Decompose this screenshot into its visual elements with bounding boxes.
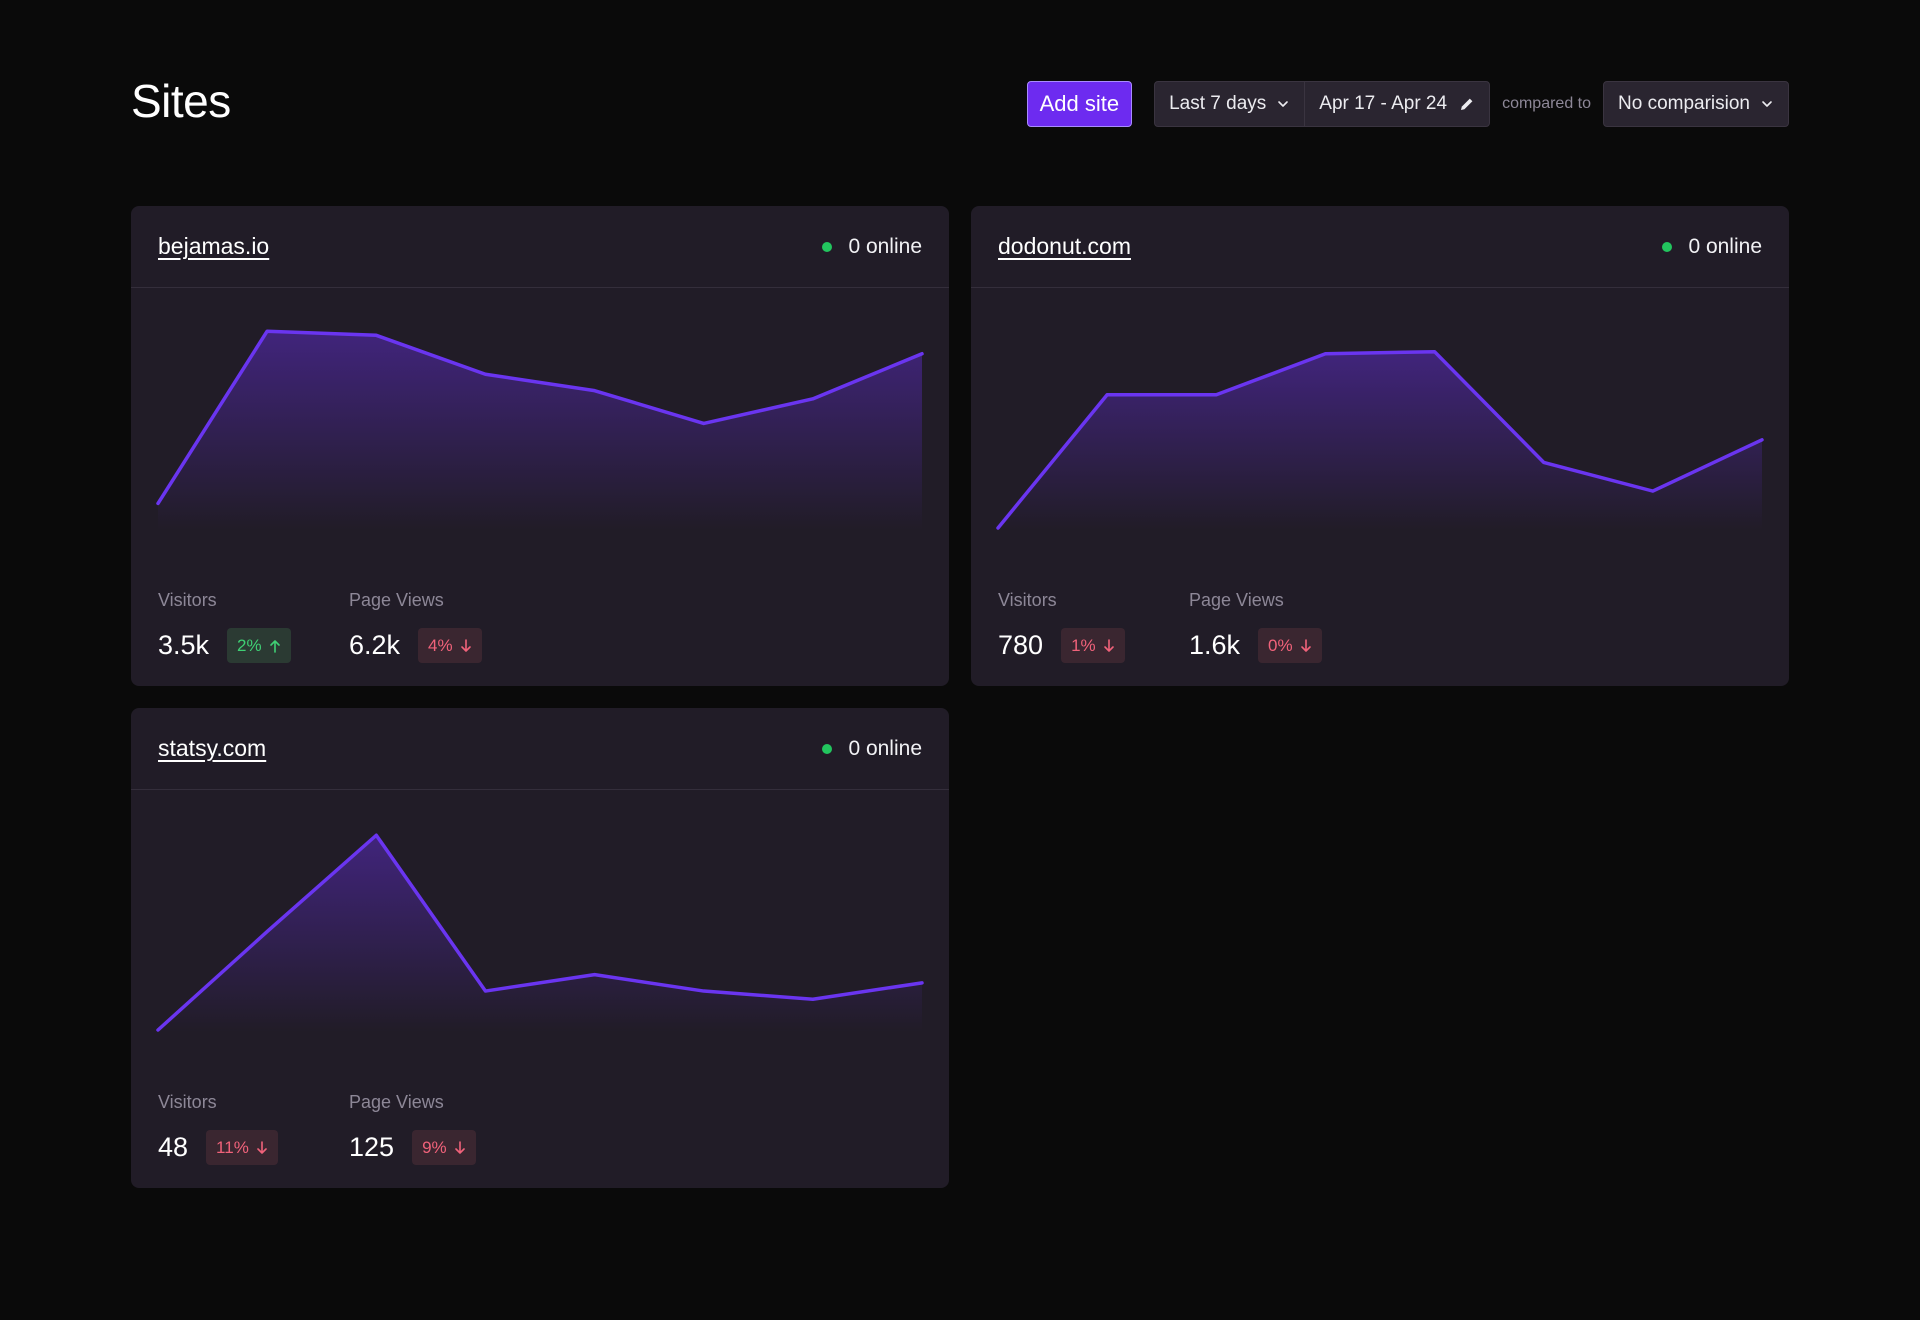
visitors-label: Visitors bbox=[158, 1092, 217, 1112]
online-dot-icon bbox=[822, 241, 833, 252]
visitors-stat: Visitors 780 1% bbox=[998, 590, 1189, 663]
period-label: Last 7 days bbox=[1169, 92, 1267, 114]
visitors-area-chart bbox=[156, 833, 924, 1032]
site-link[interactable]: dodonut.com bbox=[998, 233, 1131, 259]
visitors-change: 1% bbox=[1071, 635, 1096, 655]
trend-arrow-icon bbox=[1103, 638, 1114, 652]
site-card: bejamas.io 0 online Visitors 3.5k 2% Pag… bbox=[131, 206, 949, 686]
chevron-down-icon bbox=[1278, 100, 1289, 107]
visitors-change-badge: 1% bbox=[1061, 628, 1125, 663]
online-dot-icon bbox=[1662, 241, 1673, 252]
pageviews-stat: Page Views 6.2k 4% bbox=[349, 590, 540, 663]
visitors-area-chart bbox=[156, 329, 924, 530]
page-title: Sites bbox=[131, 75, 231, 127]
online-count: 0 online bbox=[1688, 234, 1762, 258]
online-dot-icon bbox=[822, 743, 833, 754]
site-link[interactable]: statsy.com bbox=[158, 735, 267, 761]
pageviews-label: Page Views bbox=[349, 1092, 444, 1112]
pageviews-stat: Page Views 1.6k 0% bbox=[1189, 590, 1380, 663]
visitors-label: Visitors bbox=[158, 590, 217, 610]
pageviews-value: 1.6k bbox=[1189, 630, 1241, 660]
chart-area-fill bbox=[158, 331, 922, 530]
trend-arrow-icon bbox=[454, 1140, 465, 1154]
date-range-label: Apr 17 - Apr 24 bbox=[1319, 92, 1448, 114]
site-stats: Visitors 48 11% Page Views 125 9% bbox=[158, 1092, 540, 1165]
visitors-value: 780 bbox=[998, 630, 1044, 660]
add-site-button[interactable]: Add site bbox=[1026, 80, 1133, 127]
pageviews-change-badge: 0% bbox=[1258, 628, 1322, 663]
chart-area-fill bbox=[158, 835, 922, 1032]
pageviews-value: 6.2k bbox=[349, 630, 401, 660]
visitors-change: 2% bbox=[237, 635, 262, 655]
visitors-change: 11% bbox=[216, 1137, 249, 1157]
visitors-stat: Visitors 48 11% bbox=[158, 1092, 349, 1165]
site-stats: Visitors 3.5k 2% Page Views 6.2k 4% bbox=[158, 590, 540, 663]
pageviews-change: 4% bbox=[428, 635, 453, 655]
pageviews-stat: Page Views 125 9% bbox=[349, 1092, 540, 1165]
pageviews-change: 0% bbox=[1268, 635, 1293, 655]
pageviews-label: Page Views bbox=[1189, 590, 1284, 610]
comparison-label: No comparision bbox=[1618, 92, 1750, 114]
chart-series-line bbox=[156, 833, 924, 1032]
pageviews-change: 9% bbox=[422, 1137, 447, 1157]
trend-arrow-icon bbox=[1300, 638, 1311, 652]
site-stats: Visitors 780 1% Page Views 1.6k 0% bbox=[998, 590, 1380, 663]
pageviews-label: Page Views bbox=[349, 590, 444, 610]
chart-area-fill bbox=[998, 351, 1762, 530]
pageviews-value: 125 bbox=[349, 1132, 395, 1162]
visitors-stat: Visitors 3.5k 2% bbox=[158, 590, 349, 663]
toolbar: Add site Last 7 days Apr 17 - Apr 24 com… bbox=[1026, 80, 1789, 127]
visitors-change-badge: 11% bbox=[206, 1130, 278, 1165]
online-count: 0 online bbox=[848, 234, 922, 258]
visitors-change-badge: 2% bbox=[227, 628, 291, 663]
date-range-group: Last 7 days Apr 17 - Apr 24 bbox=[1154, 80, 1491, 127]
visitors-value: 48 bbox=[158, 1132, 189, 1162]
site-card-header: dodonut.com 0 online bbox=[971, 206, 1789, 288]
chart-series-line bbox=[156, 329, 924, 506]
date-range-button[interactable]: Apr 17 - Apr 24 bbox=[1304, 81, 1489, 126]
site-link[interactable]: bejamas.io bbox=[158, 233, 270, 259]
site-card-header: bejamas.io 0 online bbox=[131, 206, 949, 288]
chevron-down-icon bbox=[1762, 100, 1772, 107]
visitors-label: Visitors bbox=[998, 590, 1057, 610]
pageviews-change-badge: 9% bbox=[412, 1130, 476, 1165]
period-dropdown[interactable]: Last 7 days bbox=[1155, 82, 1304, 126]
compared-to-label: compared to bbox=[1502, 94, 1591, 112]
online-status: 0 online bbox=[822, 737, 922, 761]
trend-arrow-icon bbox=[257, 1140, 267, 1154]
trend-arrow-icon bbox=[460, 638, 471, 652]
trend-arrow-icon bbox=[269, 639, 280, 653]
pencil-icon bbox=[1461, 98, 1473, 110]
pageviews-change-badge: 4% bbox=[418, 628, 482, 663]
comparison-dropdown[interactable]: No comparision bbox=[1603, 80, 1789, 127]
visitors-area-chart bbox=[996, 349, 1764, 530]
site-card: dodonut.com 0 online Visitors 780 1% Pag… bbox=[971, 206, 1789, 686]
chart-series-line bbox=[996, 349, 1764, 530]
visitors-value: 3.5k bbox=[158, 630, 210, 660]
online-status: 0 online bbox=[822, 235, 922, 259]
online-status: 0 online bbox=[1662, 235, 1762, 259]
site-card-header: statsy.com 0 online bbox=[131, 708, 949, 790]
online-count: 0 online bbox=[848, 736, 922, 760]
site-card: statsy.com 0 online Visitors 48 11% Page… bbox=[131, 708, 949, 1188]
